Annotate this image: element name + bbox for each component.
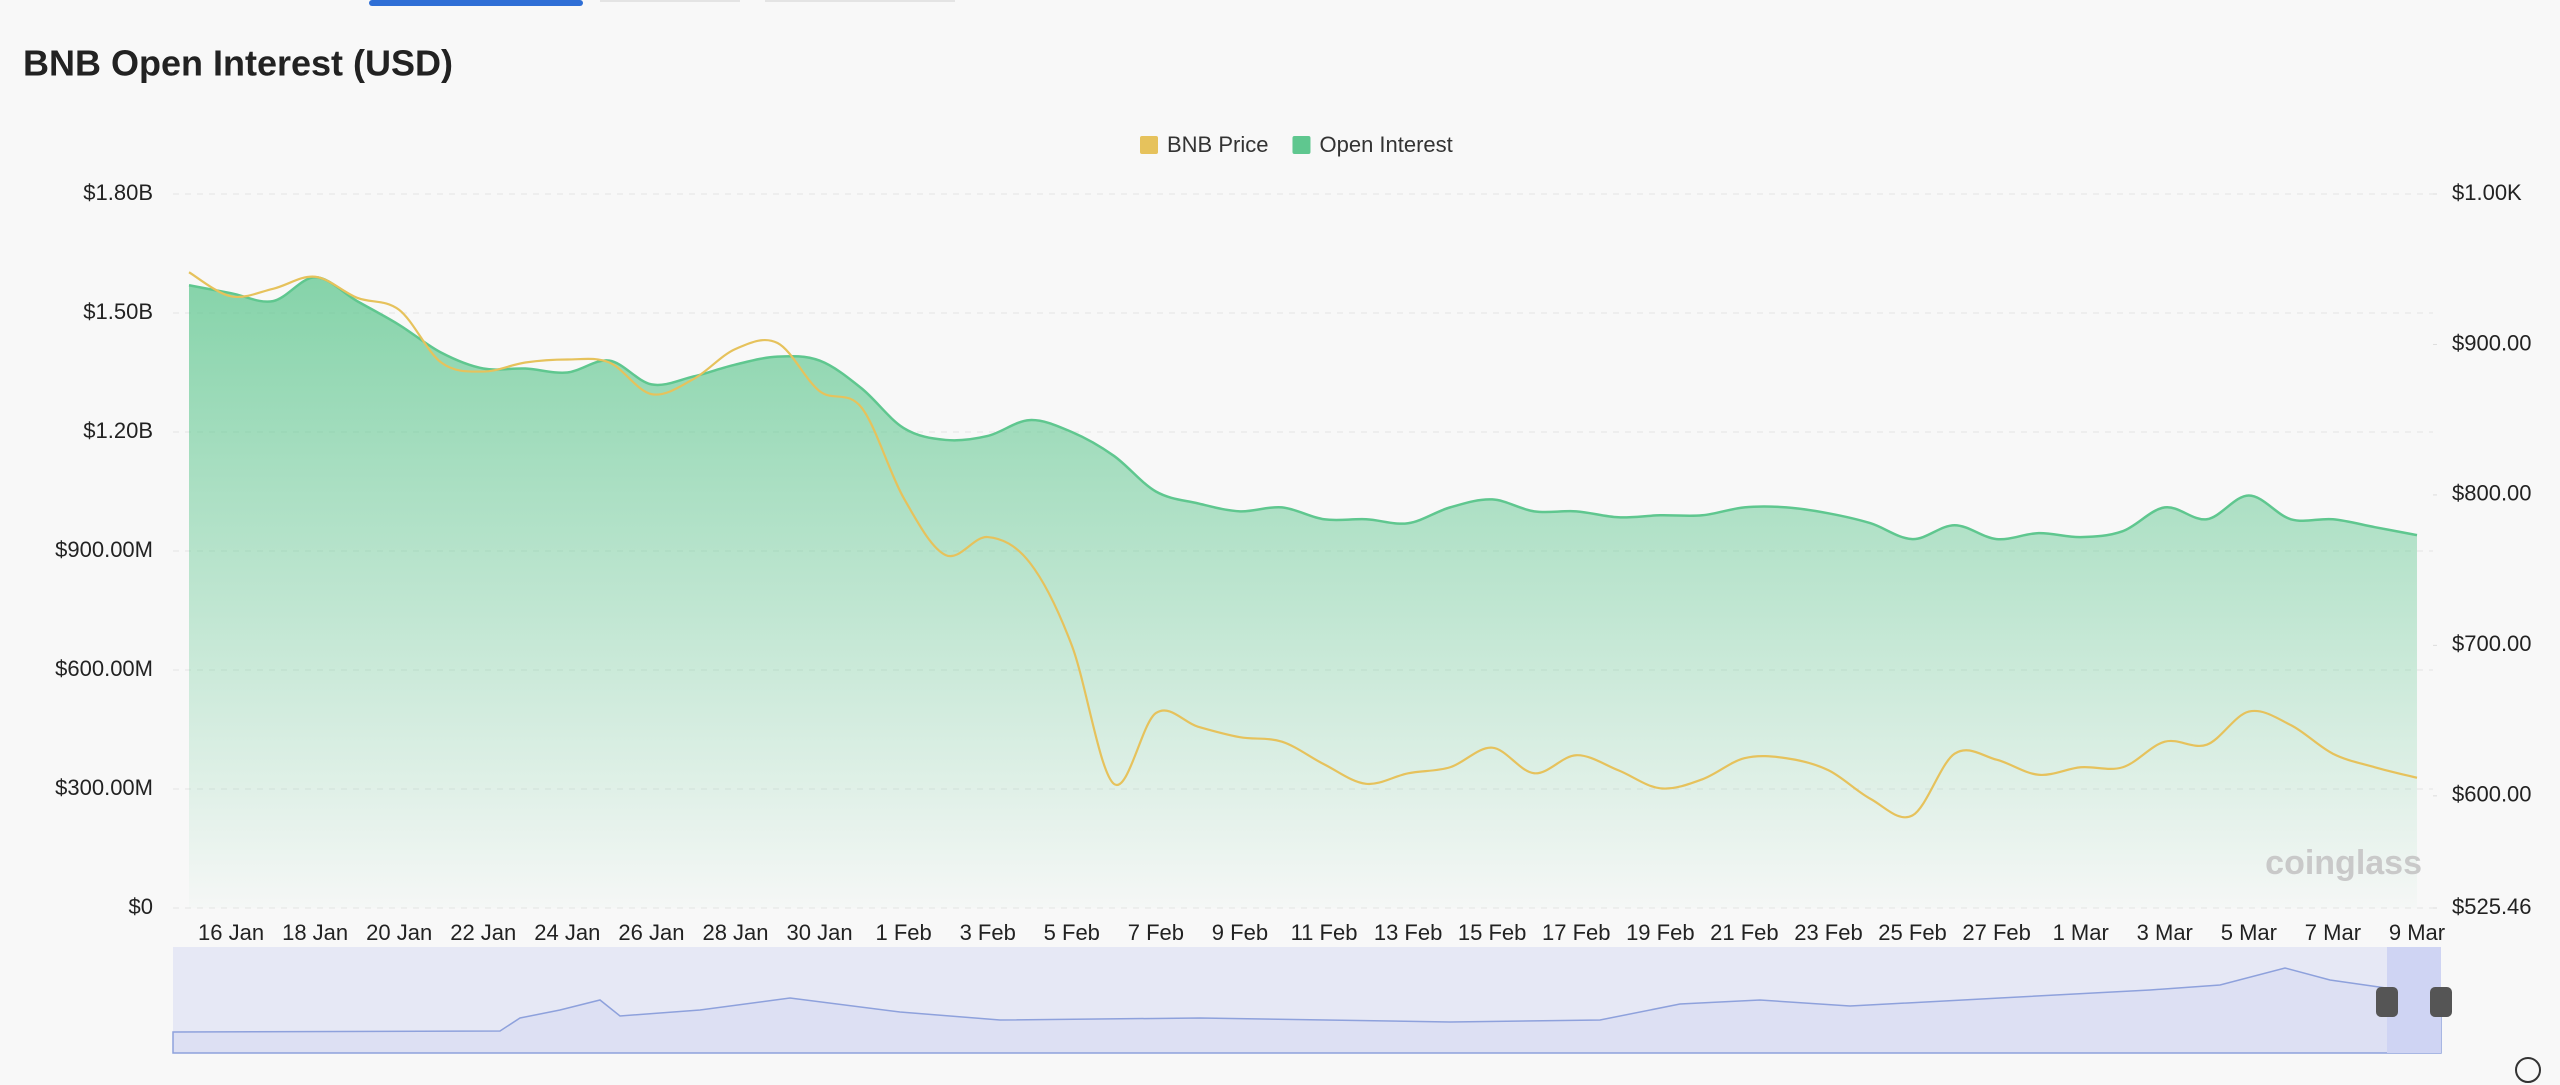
y2-tick-label: $800.00 [2452, 481, 2532, 506]
y2-tick-label: $1.00K [2452, 180, 2522, 205]
x-tick-label: 9 Mar [2389, 920, 2445, 945]
tab[interactable] [765, 0, 955, 2]
x-tick-label: 16 Jan [198, 920, 264, 945]
navigator[interactable] [172, 947, 2452, 1054]
x-tick-label: 7 Mar [2305, 920, 2361, 945]
x-tick-label: 5 Mar [2221, 920, 2277, 945]
x-tick-label: 30 Jan [787, 920, 853, 945]
y-tick-label: $0 [129, 894, 153, 919]
x-tick-label: 5 Feb [1044, 920, 1100, 945]
legend[interactable]: BNB Price Open Interest [1140, 132, 1453, 157]
x-tick-label: 7 Feb [1128, 920, 1184, 945]
x-tick-label: 15 Feb [1458, 920, 1527, 945]
y-tick-label: $1.80B [83, 180, 153, 205]
watermark: coinglass [2265, 844, 2422, 882]
x-tick-label: 26 Jan [618, 920, 684, 945]
x-tick-label: 28 Jan [702, 920, 768, 945]
x-tick-label: 20 Jan [366, 920, 432, 945]
y2-tick-label: $900.00 [2452, 330, 2532, 355]
settings-icon[interactable] [2515, 1057, 2541, 1083]
y-tick-label: $900.00M [55, 537, 153, 562]
x-tick-label: 18 Jan [282, 920, 348, 945]
x-tick-label: 27 Feb [1962, 920, 2031, 945]
price-line [188, 271, 2418, 819]
y2-tick-label: $525.46 [2452, 894, 2532, 919]
y-tick-label: $300.00M [55, 775, 153, 800]
y-tick-label: $1.50B [83, 299, 153, 324]
x-tick-label: 1 Mar [2053, 920, 2109, 945]
x-tick-label: 22 Jan [450, 920, 516, 945]
active-tab[interactable] [369, 0, 583, 6]
navigator-handle[interactable] [2376, 987, 2398, 1017]
x-tick-label: 1 Feb [876, 920, 932, 945]
legend-label: BNB Price [1167, 132, 1268, 157]
area-line [188, 276, 2418, 541]
x-tick-label: 25 Feb [1878, 920, 1947, 945]
y2-tick-label: $700.00 [2452, 631, 2532, 656]
x-tick-label: 11 Feb [1291, 920, 1358, 945]
navigator-handle[interactable] [2430, 987, 2452, 1017]
x-tick-label: 21 Feb [1710, 920, 1779, 945]
area-fill [189, 277, 2417, 908]
legend-label: Open Interest [1319, 132, 1452, 157]
y2-tick-label: $600.00 [2452, 782, 2532, 807]
x-tick-label: 23 Feb [1794, 920, 1863, 945]
legend-swatch [1292, 136, 1311, 154]
x-tick-label: 13 Feb [1374, 920, 1443, 945]
chart-title: BNB Open Interest (USD) [23, 43, 453, 84]
tab[interactable] [600, 0, 740, 2]
x-tick-label: 3 Feb [960, 920, 1016, 945]
y-tick-label: $600.00M [55, 656, 153, 681]
y-tick-label: $1.20B [83, 418, 153, 443]
legend-swatch [1140, 136, 1158, 154]
x-tick-label: 19 Feb [1626, 920, 1695, 945]
x-tick-label: 24 Jan [534, 920, 600, 945]
x-tick-label: 3 Mar [2137, 920, 2193, 945]
x-tick-label: 17 Feb [1542, 920, 1611, 945]
x-tick-label: 9 Feb [1212, 920, 1268, 945]
